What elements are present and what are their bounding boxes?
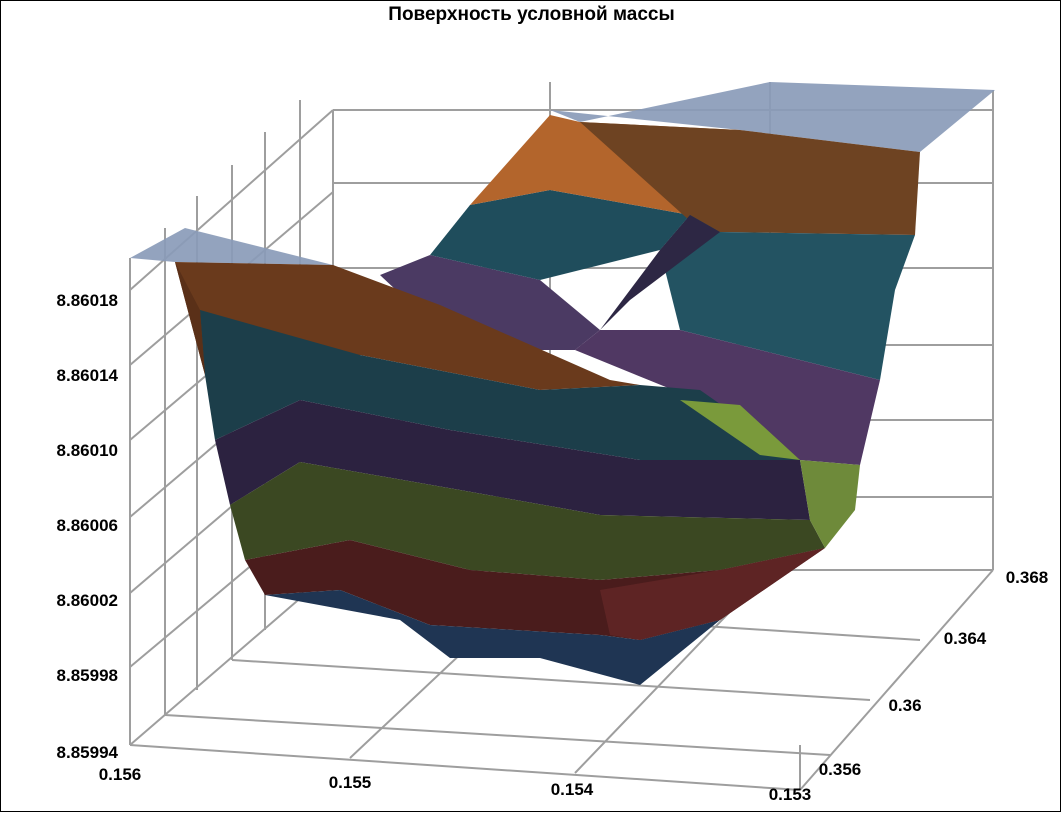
x-tick-label: 0.156 [99,765,142,784]
surface [130,82,995,685]
surface-band-left-edge-brown [175,262,205,375]
chart-title: Поверхность условной массы [388,4,675,25]
y-tick-label: 0.356 [819,760,862,779]
tick-labels: 8.85994 8.85998 8.86002 8.86006 8.86010 8.860… [57,291,1049,804]
surface-band-right-red [600,548,825,640]
y-tick-label: 0.368 [1006,568,1049,587]
y-tick-label: 0.364 [944,629,987,648]
surface-band-front-teal [200,310,800,460]
surface-band-top-right [550,82,995,152]
x-tick-label: 0.153 [769,785,812,804]
surface-band-back-7 [600,215,720,330]
z-tick-label: 8.86010 [57,441,118,460]
y-tick-label: 0.36 [888,696,921,715]
floor-line-1 [164,714,831,756]
surface-band-back-4 [580,122,920,235]
z-tick-label: 8.86006 [57,516,118,535]
z-tick-label: 8.85994 [57,743,119,762]
surface-band-top-left [130,228,333,265]
surface-band-back-5 [660,215,915,380]
floor-line-2 [231,659,871,701]
z-tick-label: 8.86014 [57,366,119,385]
z-tick-label: 8.85998 [57,666,118,685]
surface-band-front-olive [230,462,825,580]
x-tick-label: 0.155 [329,773,372,792]
z-tick-label: 8.86018 [57,291,118,310]
x-tick-label: 0.154 [551,780,594,799]
surface-band-front-purple [215,400,810,520]
floor-right-edge [799,569,994,791]
surface-band-right-olive [800,460,860,548]
surface-band-front-navy [265,590,720,685]
floor-front-edge [129,744,801,791]
surface-band-olive-light [680,400,800,460]
z-tick-label: 8.86002 [57,591,118,610]
surface-band-back-2 [430,190,690,280]
surface-band-back-6 [575,330,880,465]
